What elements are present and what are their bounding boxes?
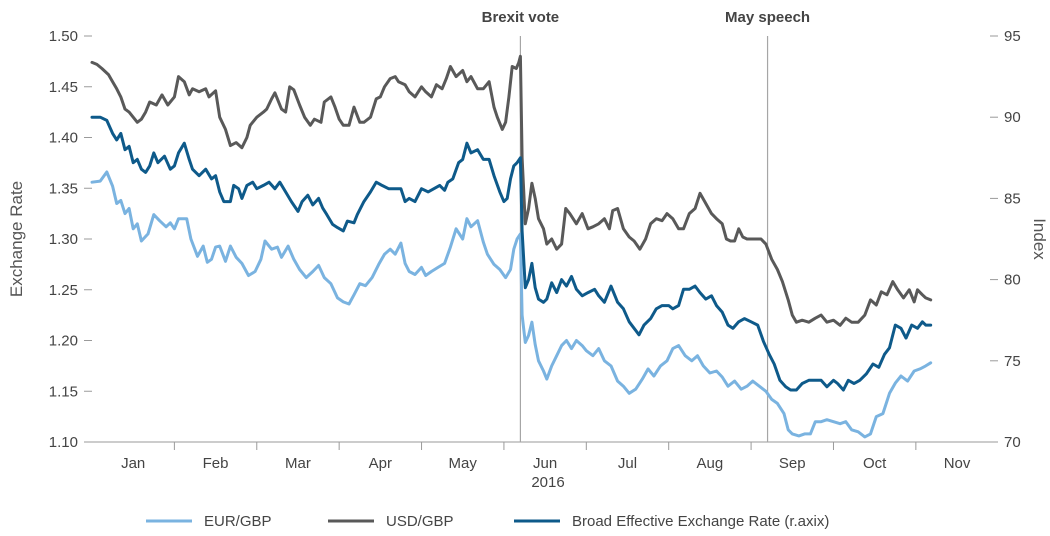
x-tick-label: Jun	[533, 455, 557, 472]
eur-gbp-line	[90, 170, 933, 439]
y2-axis-title: Index	[1030, 218, 1049, 260]
legend: EUR/GBP USD/GBP Broad Effective Exchange…	[146, 513, 829, 530]
y-tick-label: 1.35	[49, 180, 78, 197]
legend-item-eur-gbp: EUR/GBP	[146, 513, 272, 530]
y-axis-title: Exchange Rate	[7, 181, 26, 297]
legend-label-eur-gbp: EUR/GBP	[204, 513, 272, 530]
y-tick-label: 1.45	[49, 79, 78, 96]
x-tick-label: Nov	[944, 455, 971, 472]
axes: Jan Feb Mar Apr May Jun Jul Aug Sep Oct Nov 1.50 1.4…	[49, 28, 1021, 472]
legend-label-usd-gbp: USD/GBP	[386, 513, 454, 530]
x-tick-label: Feb	[203, 455, 229, 472]
event-markers: Brexit vote May speech	[482, 9, 810, 442]
legend-label-broad-eer: Broad Effective Exchange Rate (r.axix)	[572, 513, 829, 530]
event-label: May speech	[725, 9, 810, 26]
series-lines	[90, 54, 933, 439]
y2-tick-label: 70	[1004, 434, 1021, 451]
y2-tick-label: 85	[1004, 190, 1021, 207]
legend-item-usd-gbp: USD/GBP	[328, 513, 454, 530]
broad-eer-line	[90, 115, 933, 392]
x-tick-label: Jan	[121, 455, 145, 472]
y2-tick-label: 80	[1004, 272, 1021, 289]
y-tick-label: 1.40	[49, 130, 78, 147]
x-tick-label: Aug	[697, 455, 724, 472]
year-label: 2016	[531, 474, 564, 491]
y2-tick-label: 75	[1004, 353, 1021, 370]
y2-tick-label: 90	[1004, 109, 1021, 126]
y-tick-label: 1.10	[49, 434, 78, 451]
usd-gbp-line	[90, 54, 933, 327]
y-tick-label: 1.20	[49, 333, 78, 350]
x-tick-label: Mar	[285, 455, 311, 472]
y2-tick-label: 95	[1004, 28, 1021, 45]
y-tick-label: 1.15	[49, 383, 78, 400]
x-tick-label: May	[449, 455, 478, 472]
y-tick-label: 1.30	[49, 231, 78, 248]
x-tick-label: Jul	[618, 455, 637, 472]
event-label: Brexit vote	[482, 9, 560, 26]
x-tick-label: Apr	[369, 455, 392, 472]
legend-item-broad-eer: Broad Effective Exchange Rate (r.axix)	[514, 513, 829, 530]
x-tick-label: Oct	[863, 455, 887, 472]
y-tick-label: 1.50	[49, 28, 78, 45]
y-tick-label: 1.25	[49, 282, 78, 299]
x-tick-label: Sep	[779, 455, 806, 472]
